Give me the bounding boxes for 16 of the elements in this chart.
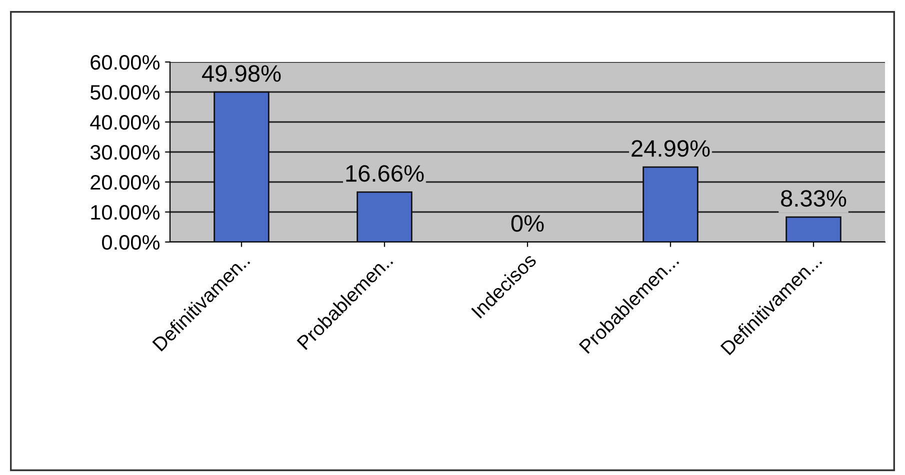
y-tick-label: 0.00% [102, 235, 160, 250]
bar [356, 191, 412, 242]
data-label: 8.33% [781, 190, 846, 207]
data-label: 24.99% [632, 140, 710, 157]
data-label: 16.66% [346, 165, 424, 182]
y-tick-label: 30.00% [90, 145, 160, 160]
y-tick-label: 40.00% [90, 115, 160, 130]
y-tick-label: 60.00% [90, 55, 160, 70]
y-tick-label: 20.00% [90, 175, 160, 190]
y-tick-label: 50.00% [90, 85, 160, 100]
data-label: 49.98% [202, 65, 281, 82]
bar [642, 166, 698, 242]
bar [786, 216, 842, 242]
y-tick-label: 10.00% [91, 205, 160, 220]
bar [214, 91, 270, 242]
data-label: 0% [511, 215, 544, 232]
